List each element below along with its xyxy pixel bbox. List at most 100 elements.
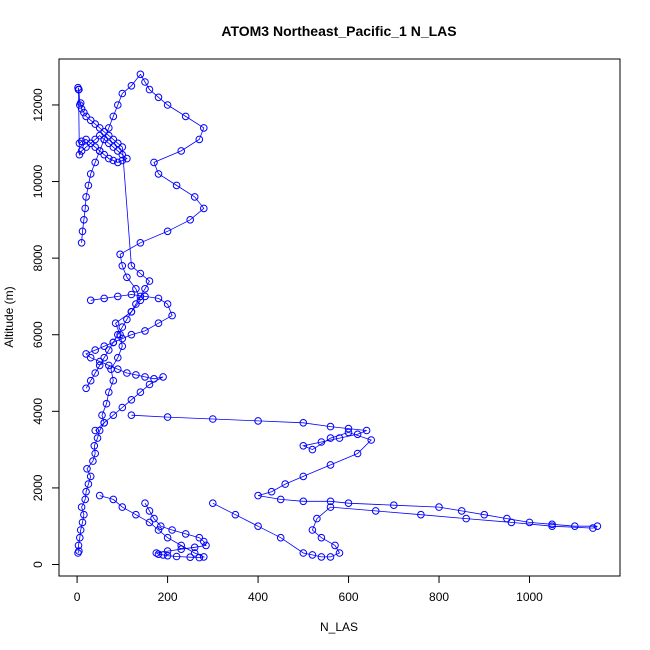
- chart-title: ATOM3 Northeast_Pacific_1 N_LAS: [221, 23, 456, 39]
- data-point: [123, 369, 131, 377]
- data-point: [114, 158, 122, 167]
- data-point: [109, 338, 118, 347]
- data-point: [141, 373, 149, 381]
- data-point: [417, 510, 425, 519]
- x-tick-label: 400: [248, 590, 268, 604]
- data-point: [200, 124, 208, 132]
- data-point: [190, 549, 199, 557]
- data-point: [127, 411, 136, 420]
- y-axis: 0 2000 4000 6000 8000 10000 12000: [31, 88, 60, 568]
- data-point: [308, 445, 317, 454]
- data-point: [157, 522, 165, 531]
- data-point: [95, 361, 104, 370]
- data-point: [77, 147, 86, 155]
- data-point: [136, 269, 145, 278]
- data-point: [571, 522, 579, 531]
- data-point: [548, 520, 556, 529]
- data-point: [141, 292, 149, 301]
- data-point: [344, 424, 353, 433]
- y-axis-label: Altitude (m): [2, 286, 16, 347]
- data-point: [326, 497, 335, 506]
- data-point: [150, 514, 158, 523]
- data-point: [127, 396, 136, 404]
- data-point: [82, 193, 90, 201]
- data-point: [82, 112, 90, 121]
- data-point: [86, 353, 95, 362]
- data-point: [145, 507, 154, 515]
- data-point: [102, 399, 111, 408]
- y-tick-label: 6000: [31, 321, 45, 348]
- data-point: [163, 533, 172, 542]
- data-point: [77, 503, 86, 511]
- data-point: [89, 457, 97, 465]
- data-point: [100, 419, 108, 427]
- data-point: [95, 491, 104, 500]
- data-point: [114, 147, 122, 155]
- data-point: [83, 465, 91, 473]
- data-point: [127, 82, 136, 90]
- series-layer: [74, 70, 602, 562]
- data-point: [105, 131, 113, 140]
- data-point: [308, 551, 317, 559]
- data-point: [100, 128, 108, 136]
- data-point: [344, 428, 353, 437]
- data-point: [105, 388, 113, 397]
- data-point: [136, 388, 145, 397]
- data-point: [111, 319, 120, 328]
- data-point: [136, 70, 145, 79]
- data-point: [281, 480, 290, 488]
- y-tick-label: 0: [31, 561, 45, 568]
- data-point: [276, 495, 285, 504]
- data-point: [254, 522, 262, 531]
- data-series: [95, 491, 210, 562]
- data-point: [231, 510, 240, 519]
- data-point: [118, 262, 127, 270]
- data-point: [109, 376, 118, 385]
- data-point: [95, 131, 104, 140]
- data-point: [100, 342, 108, 351]
- data-point: [145, 518, 154, 527]
- data-point: [200, 553, 208, 561]
- data-point: [114, 353, 122, 362]
- data-point: [84, 181, 93, 190]
- data-point: [82, 350, 90, 358]
- data-point: [177, 541, 185, 550]
- data-point: [141, 78, 149, 86]
- data-point: [313, 514, 321, 523]
- y-tick-label: 12000: [31, 88, 45, 122]
- data-point: [91, 120, 99, 128]
- data-point: [335, 549, 344, 557]
- series-line: [99, 495, 207, 559]
- data-point: [326, 553, 335, 561]
- data-point: [91, 346, 99, 354]
- data-point: [82, 135, 90, 144]
- data-point: [118, 342, 127, 351]
- data-point: [95, 124, 104, 132]
- data-point: [75, 85, 83, 94]
- data-point: [145, 380, 154, 389]
- data-point: [118, 503, 127, 511]
- data-point: [123, 154, 131, 163]
- data-point: [163, 413, 172, 421]
- data-point: [267, 487, 276, 496]
- data-point: [114, 139, 122, 148]
- data-point: [118, 403, 127, 412]
- data-point: [154, 294, 163, 303]
- data-point: [317, 553, 326, 561]
- data-point: [132, 371, 140, 379]
- data-point: [503, 514, 511, 523]
- data-point: [81, 495, 89, 504]
- data-point: [367, 436, 376, 444]
- data-point: [154, 526, 163, 534]
- data-point: [141, 327, 149, 335]
- data-point: [91, 143, 99, 151]
- data-point: [168, 311, 176, 320]
- data-point: [81, 204, 89, 213]
- data-point: [109, 156, 118, 165]
- data-point: [209, 415, 217, 423]
- data-point: [118, 143, 127, 151]
- data-point: [390, 501, 398, 510]
- data-point: [353, 430, 362, 439]
- data-point: [86, 116, 95, 125]
